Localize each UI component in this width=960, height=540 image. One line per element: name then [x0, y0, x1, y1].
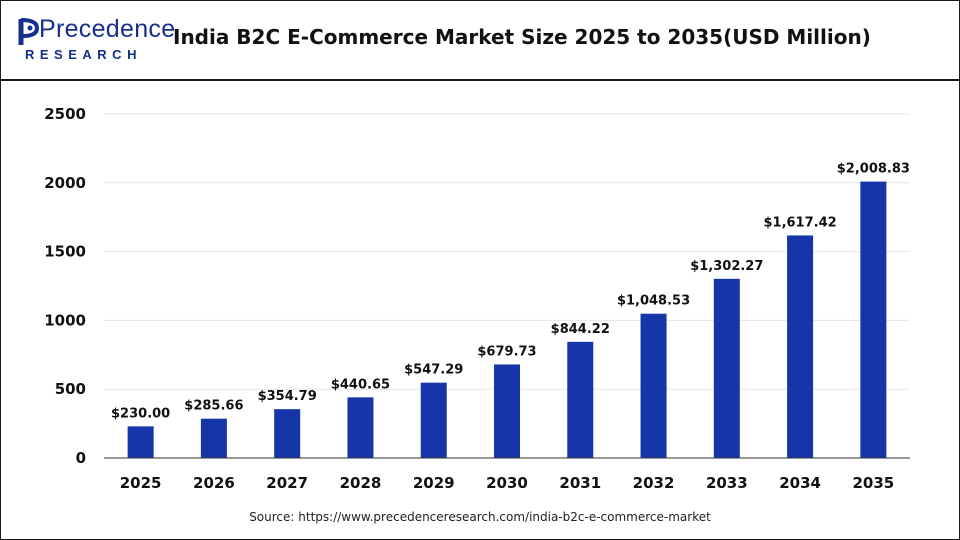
bar-2025	[127, 426, 154, 458]
x-tick-label: 2031	[559, 474, 601, 492]
bars	[127, 181, 887, 458]
x-tick-label: 2025	[120, 474, 162, 492]
data-label: $230.00	[111, 406, 170, 421]
y-tick-label: 2500	[44, 105, 86, 123]
logo-wordmark: Precedence	[39, 15, 176, 43]
chart-area: 0 500 1000 1500 2000 2500 $230.00 $285.66 $354.…	[0, 80, 960, 540]
data-label: $2,008.83	[837, 162, 910, 177]
data-label: $1,302.27	[690, 259, 763, 274]
x-tick-label: 2034	[779, 474, 821, 492]
bar-2032	[640, 313, 667, 458]
logo-subtext: RESEARCH	[25, 47, 142, 62]
bar-2031	[567, 341, 594, 458]
data-label: $440.65	[331, 377, 390, 392]
bar-2034	[787, 235, 814, 458]
bar-chart: 0 500 1000 1500 2000 2500 $230.00 $285.66 $354.…	[44, 105, 910, 492]
data-label: $844.22	[551, 322, 610, 337]
y-tick-label: 2000	[44, 174, 86, 192]
header: Precedence RESEARCH India B2C E-Commerce…	[1, 1, 959, 81]
x-tick-label: 2035	[852, 474, 894, 492]
logo-mark-icon	[18, 18, 40, 45]
brand-logo: Precedence RESEARCH	[17, 15, 175, 65]
x-tick-label: 2028	[340, 474, 382, 492]
chart-title: India B2C E-Commerce Market Size 2025 to…	[173, 25, 871, 49]
x-tick-label: 2026	[193, 474, 235, 492]
bar-2035	[860, 181, 887, 458]
x-tick-label: 2032	[633, 474, 675, 492]
data-label: $1,048.53	[617, 294, 690, 309]
bar-2026	[200, 418, 227, 458]
bar-2028	[347, 397, 374, 458]
data-label: $354.79	[258, 389, 317, 404]
bar-2029	[420, 382, 447, 458]
x-tick-label: 2030	[486, 474, 528, 492]
x-tick-label: 2027	[266, 474, 308, 492]
x-tick-label: 2029	[413, 474, 455, 492]
y-tick-label: 500	[55, 380, 86, 398]
y-tick-label: 0	[76, 449, 86, 467]
source-note: Source: https://www.precedenceresearch.c…	[249, 510, 711, 524]
data-label: $285.66	[184, 399, 243, 414]
bar-2033	[713, 278, 740, 458]
data-label: $1,617.42	[763, 215, 836, 230]
y-tick-label: 1500	[44, 243, 86, 261]
y-axis-ticks: 0 500 1000 1500 2000 2500	[44, 105, 86, 467]
x-tick-label: 2033	[706, 474, 748, 492]
data-label: $547.29	[404, 363, 463, 378]
bar-2030	[494, 364, 520, 458]
x-axis-ticks: 2025 2026 2027 2028 2029 2030 2031 2032 2033 2034…	[120, 474, 894, 492]
data-labels: $230.00 $285.66 $354.79 $440.65 $547.29 $679.…	[111, 162, 910, 422]
bar-2027	[274, 409, 301, 458]
y-tick-label: 1000	[44, 311, 86, 329]
data-label: $679.73	[477, 344, 536, 359]
